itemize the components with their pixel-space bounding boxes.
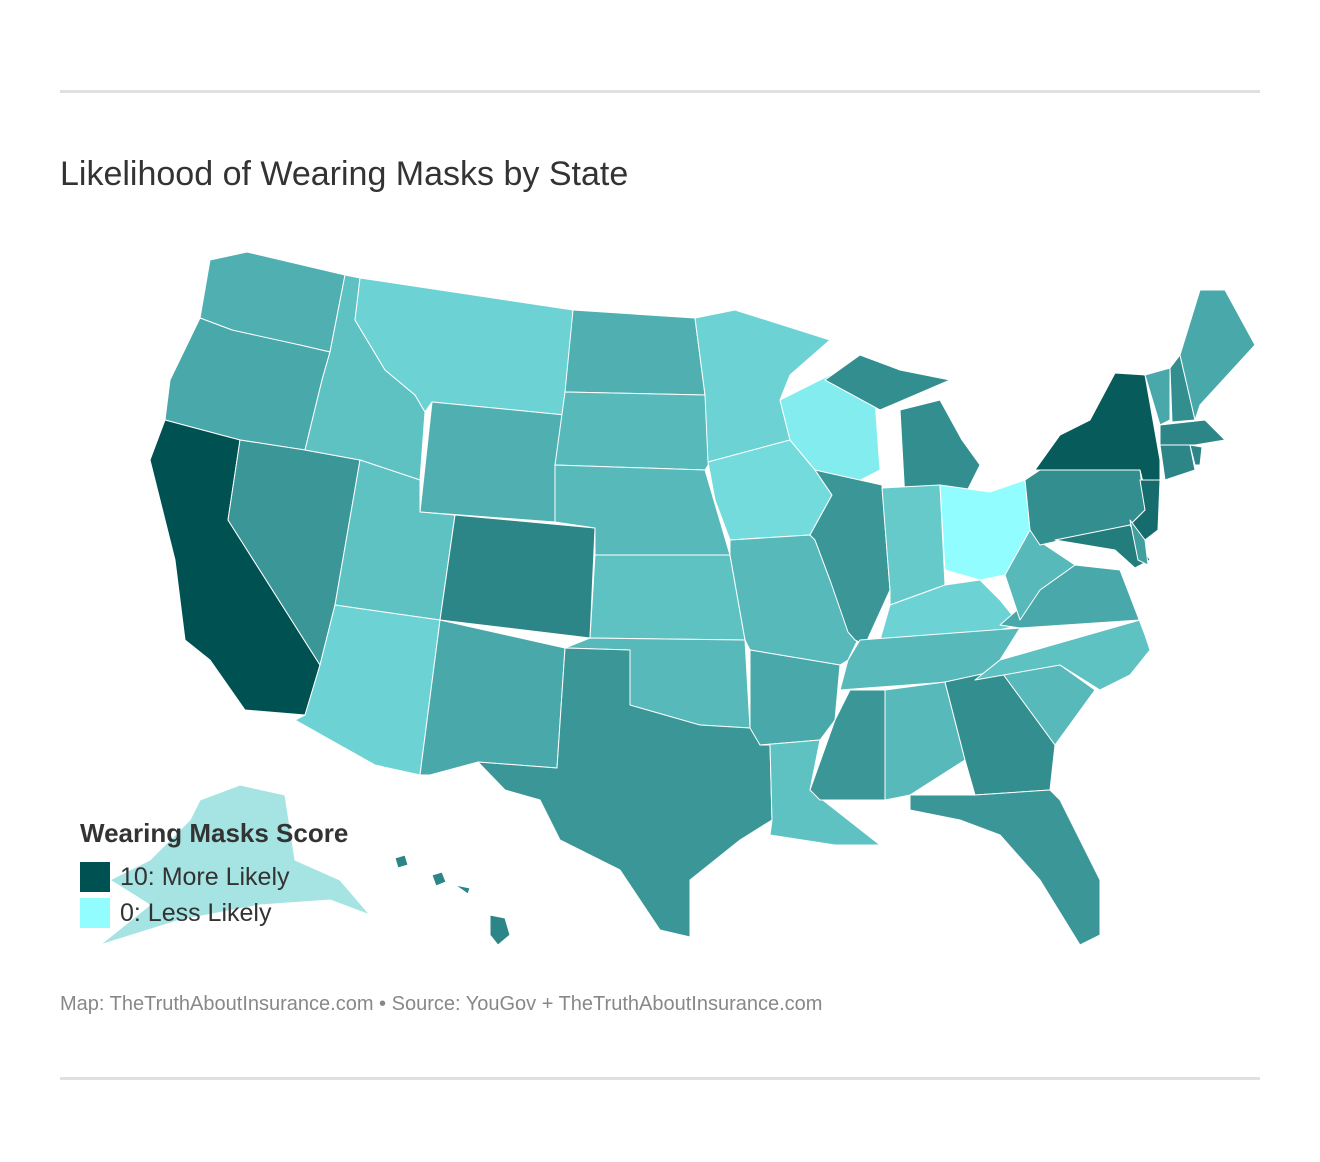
- source-footer: Map: TheTruthAboutInsurance.com • Source…: [60, 993, 823, 1015]
- state-ms[interactable]: [809, 689, 886, 801]
- state-shape-ar[interactable]: [749, 649, 841, 746]
- state-ri[interactable]: [1189, 444, 1203, 466]
- state-shape-hi[interactable]: [394, 854, 409, 869]
- state-shape-vt[interactable]: [1144, 367, 1171, 426]
- legend-swatch-dark: [80, 862, 110, 892]
- state-shape-nd[interactable]: [564, 309, 706, 396]
- state-nd[interactable]: [564, 309, 706, 396]
- state-shape-fl[interactable]: [909, 789, 1101, 946]
- legend-item-less-likely: 0: Less Likely: [80, 895, 348, 931]
- state-ks[interactable]: [589, 554, 746, 641]
- state-co[interactable]: [439, 514, 596, 639]
- state-hi[interactable]: [394, 854, 511, 946]
- state-sd[interactable]: [554, 391, 711, 471]
- state-shape-de[interactable]: [1129, 519, 1149, 566]
- state-tx[interactable]: [477, 647, 773, 938]
- state-ma[interactable]: [1159, 419, 1226, 446]
- state-ar[interactable]: [749, 649, 841, 746]
- legend-item-more-likely: 10: More Likely: [80, 859, 348, 895]
- state-shape-ms[interactable]: [809, 689, 886, 801]
- legend: Wearing Masks Score 10: More Likely 0: L…: [80, 818, 348, 931]
- state-md[interactable]: [1054, 524, 1151, 569]
- state-shape-sd[interactable]: [554, 391, 711, 471]
- state-shape-md[interactable]: [1054, 524, 1151, 569]
- state-vt[interactable]: [1144, 367, 1171, 426]
- state-shape-ak[interactable]: [99, 784, 371, 946]
- state-shape-la[interactable]: [759, 739, 881, 846]
- legend-label: 0: Less Likely: [120, 898, 272, 927]
- state-al[interactable]: [884, 681, 966, 801]
- state-shape-nm[interactable]: [419, 619, 566, 776]
- state-ak[interactable]: [99, 784, 371, 946]
- state-shape-tx[interactable]: [477, 647, 773, 938]
- state-shape-nc[interactable]: [974, 619, 1151, 691]
- state-in[interactable]: [881, 484, 946, 606]
- state-shape-in[interactable]: [881, 484, 946, 606]
- state-shape-wy[interactable]: [419, 401, 566, 523]
- state-shape-mi[interactable]: [824, 354, 951, 411]
- state-wy[interactable]: [419, 401, 566, 523]
- state-me[interactable]: [1179, 289, 1256, 421]
- state-mi[interactable]: [824, 354, 981, 501]
- legend-swatch-light: [80, 898, 110, 928]
- state-shape-ri[interactable]: [1189, 444, 1203, 466]
- state-fl[interactable]: [909, 789, 1101, 946]
- bottom-divider: [60, 1077, 1260, 1080]
- state-shape-ks[interactable]: [589, 554, 746, 641]
- state-shape-hi[interactable]: [454, 884, 471, 895]
- state-nc[interactable]: [974, 619, 1151, 691]
- map-title: Likelihood of Wearing Masks by State: [60, 155, 629, 193]
- state-la[interactable]: [759, 739, 881, 846]
- state-shape-hi[interactable]: [489, 914, 511, 946]
- legend-title: Wearing Masks Score: [80, 818, 349, 848]
- state-shape-al[interactable]: [884, 681, 966, 801]
- state-de[interactable]: [1129, 519, 1149, 566]
- state-shape-me[interactable]: [1179, 289, 1256, 421]
- state-shape-ma[interactable]: [1159, 419, 1226, 446]
- state-shape-co[interactable]: [439, 514, 596, 639]
- state-ct[interactable]: [1159, 444, 1196, 481]
- legend-label: 10: More Likely: [120, 862, 290, 891]
- top-divider: [60, 90, 1260, 93]
- state-shape-ct[interactable]: [1159, 444, 1196, 481]
- state-nm[interactable]: [419, 619, 566, 776]
- state-shape-hi[interactable]: [431, 871, 447, 887]
